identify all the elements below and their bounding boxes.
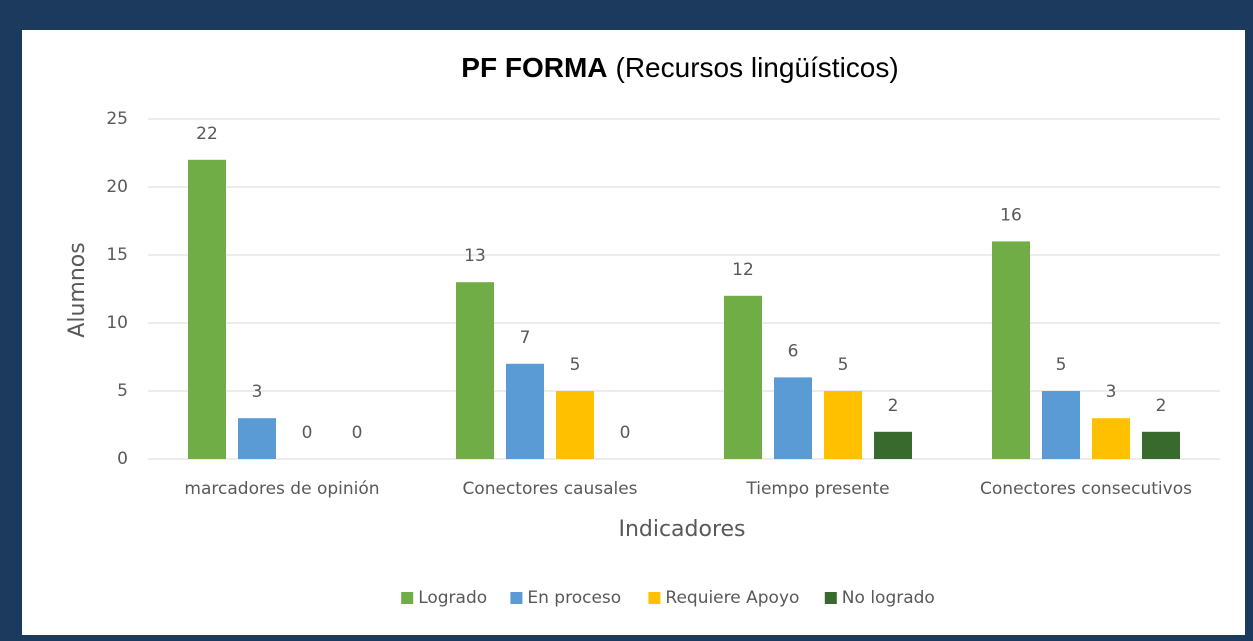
data-label: 0 <box>352 423 363 443</box>
data-label: 5 <box>1056 355 1067 375</box>
x-tick-label: Tiempo presente <box>745 479 889 499</box>
bar <box>188 159 226 460</box>
legend-swatch <box>824 592 837 604</box>
data-label: 7 <box>520 328 531 348</box>
y-tick-label: 25 <box>106 109 128 129</box>
bar <box>506 363 544 459</box>
legend-label: Logrado <box>418 588 487 608</box>
bar <box>1142 431 1180 459</box>
legend-swatch <box>401 592 414 604</box>
data-label: 0 <box>302 423 313 443</box>
bar <box>824 391 862 459</box>
data-label: 6 <box>788 341 799 361</box>
bar <box>238 418 276 459</box>
legend-label: Requiere Apoyo <box>665 588 799 608</box>
title-rest: (Recursos lingüísticos) <box>616 52 899 83</box>
data-label: 2 <box>1156 396 1167 416</box>
data-label: 3 <box>1106 382 1117 402</box>
data-label: 5 <box>838 355 849 375</box>
bar <box>724 295 762 459</box>
legend-label: No logrado <box>842 588 935 608</box>
bar <box>556 391 594 459</box>
bar <box>456 282 494 459</box>
y-tick-label: 10 <box>106 313 128 333</box>
data-label: 12 <box>732 260 754 280</box>
legend-swatch <box>648 592 661 604</box>
data-label: 5 <box>570 355 581 375</box>
title-bold: PF FORMA <box>461 52 607 83</box>
data-label: 2 <box>888 396 899 416</box>
data-label: 16 <box>1000 205 1022 225</box>
x-tick-label: marcadores de opinión <box>184 479 379 499</box>
x-tick-label: Conectores causales <box>462 479 637 499</box>
bar <box>992 241 1030 459</box>
y-tick-label: 5 <box>117 381 128 401</box>
legend-swatch <box>510 592 523 604</box>
bar <box>1042 391 1080 459</box>
bar <box>774 377 812 459</box>
x-tick-label: Conectores consecutivos <box>980 479 1192 499</box>
bar <box>1092 418 1130 459</box>
data-label: 13 <box>464 246 486 266</box>
legend-label: En proceso <box>527 588 621 608</box>
x-axis-title: Indicadores <box>618 517 745 542</box>
y-tick-label: 15 <box>106 245 128 265</box>
y-axis-title: Alumnos <box>65 242 90 337</box>
y-tick-label: 20 <box>106 177 128 197</box>
bar <box>874 431 912 459</box>
data-label: 0 <box>620 423 631 443</box>
data-label: 3 <box>252 382 263 402</box>
chart-title: PF FORMA (Recursos lingüísticos) <box>461 52 898 83</box>
y-tick-label: 0 <box>117 449 128 469</box>
data-label: 22 <box>196 124 218 144</box>
